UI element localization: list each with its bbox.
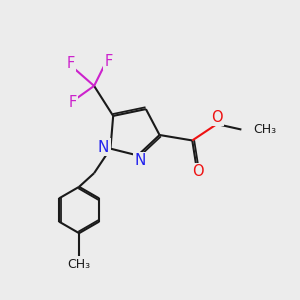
- Text: O: O: [192, 164, 203, 179]
- Text: F: F: [68, 95, 76, 110]
- Text: F: F: [104, 54, 112, 69]
- Text: CH₃: CH₃: [253, 123, 276, 136]
- Text: O: O: [211, 110, 223, 125]
- Text: N: N: [135, 153, 146, 168]
- Text: F: F: [67, 56, 75, 71]
- Text: CH₃: CH₃: [68, 257, 91, 271]
- Text: N: N: [98, 140, 109, 155]
